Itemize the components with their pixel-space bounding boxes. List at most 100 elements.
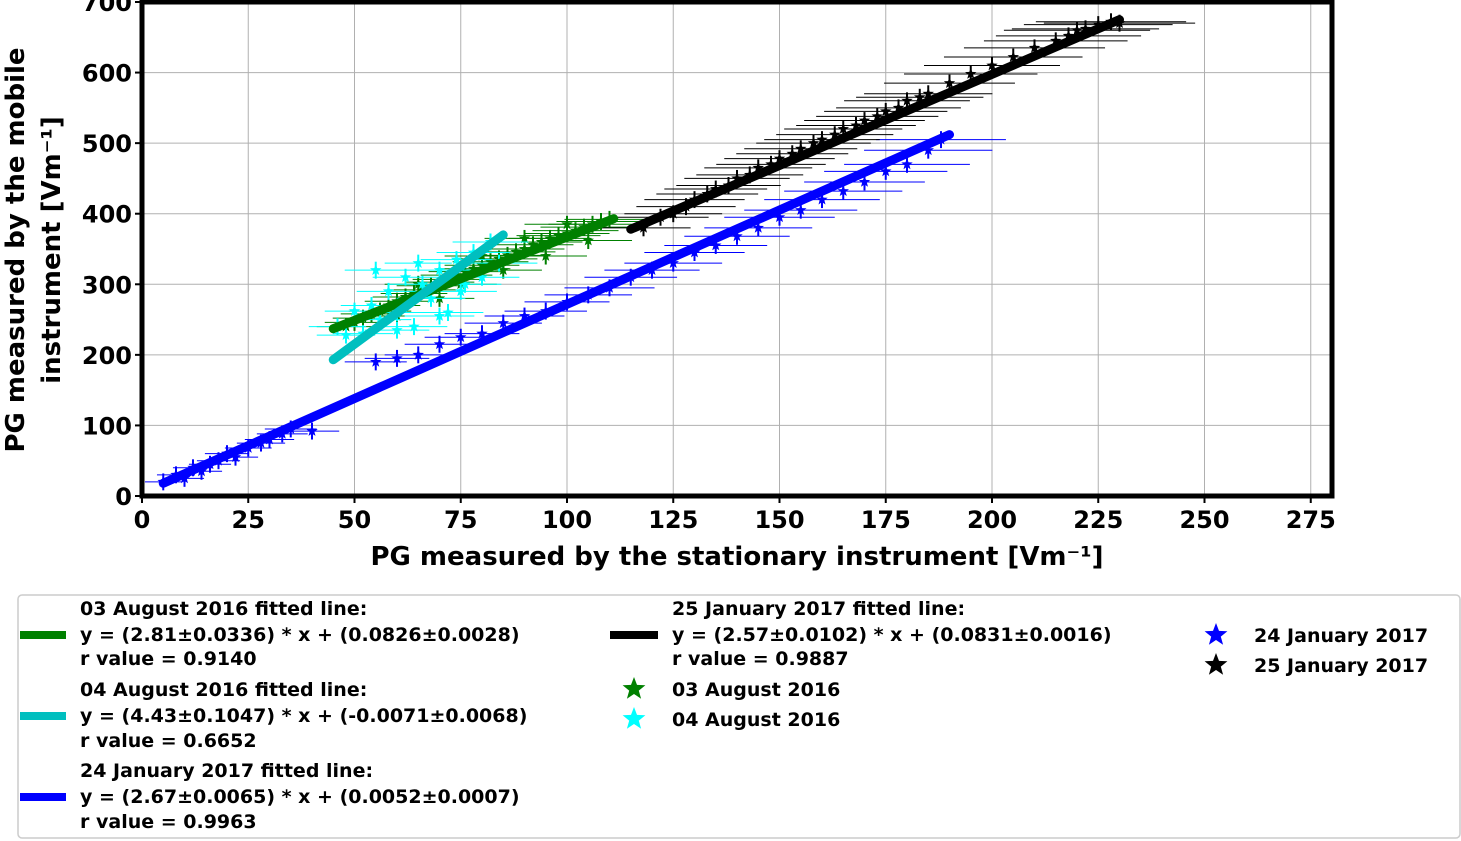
data-point: [807, 137, 820, 148]
data-point: [229, 451, 242, 462]
x-tick-label: 250: [1179, 506, 1229, 534]
data-point: [858, 114, 871, 126]
data-point: [850, 119, 862, 131]
y-tick-label: 300: [82, 271, 132, 299]
data-point: [773, 211, 786, 223]
data-point: [1028, 41, 1041, 53]
legend-star-icon-03aug: [622, 677, 646, 699]
data-point: [467, 262, 480, 274]
data-point: [370, 355, 382, 367]
data-point: [459, 278, 471, 290]
data-point: [1062, 29, 1075, 41]
data-point: [922, 144, 934, 156]
data-point: [1007, 51, 1019, 62]
data-point: [306, 425, 318, 436]
data-point: [382, 285, 395, 297]
data-point: [544, 232, 556, 244]
legend-series-24jan: 24 January 2017: [1254, 625, 1428, 647]
y-tick-label: 400: [82, 201, 132, 229]
data-point: [880, 105, 892, 117]
data-point: [374, 313, 386, 325]
star-icon: [622, 707, 646, 729]
legend-03aug-eq: y = (2.81±0.0336) * x + (0.0826±0.0028): [80, 624, 520, 646]
legend-25jan-r: r value = 0.9887: [672, 648, 849, 670]
legend-25jan-title: 25 January 2017 fitted line:: [672, 598, 965, 620]
chart-marks: [144, 13, 1196, 491]
data-point: [433, 338, 446, 350]
y-axis-label-line1: PG measured by the mobile: [1, 47, 31, 452]
legend-24jan-r: r value = 0.9963: [80, 811, 257, 833]
data-point: [829, 128, 841, 140]
x-tick-label: 25: [232, 506, 265, 534]
legend-series-04aug: 04 August 2016: [672, 709, 840, 731]
data-point: [391, 324, 403, 335]
data-point: [667, 257, 679, 268]
data-point: [518, 310, 531, 321]
data-point: [1050, 34, 1062, 46]
x-axis-label: PG measured by the stationary instrument…: [370, 542, 1103, 572]
data-point: [425, 292, 437, 304]
data-point: [535, 235, 548, 247]
data-point: [455, 331, 467, 343]
legend-series-25jan: 25 January 2017: [1254, 655, 1428, 677]
x-tick-label: 150: [754, 506, 804, 534]
data-point: [433, 292, 446, 304]
legend-series-03aug: 03 August 2016: [672, 679, 840, 701]
y-tick-label: 0: [115, 483, 132, 511]
data-point: [412, 348, 424, 360]
y-axis-label-line2: instrument [Vm⁻¹]: [37, 116, 67, 383]
legend-star-icon-04aug: [622, 707, 646, 729]
data-point: [901, 158, 913, 170]
data-point: [795, 142, 807, 154]
series-3: [596, 13, 1196, 237]
data-point: [901, 94, 913, 106]
data-point: [412, 278, 424, 290]
data-point: [795, 204, 807, 215]
data-point: [914, 91, 926, 103]
y-tick-label: 700: [82, 0, 132, 17]
x-tick-label: 175: [861, 506, 911, 534]
fitted-line-2: [158, 130, 954, 488]
y-tick-label: 100: [82, 412, 132, 440]
y-tick-label: 200: [82, 342, 132, 370]
data-point: [518, 243, 531, 254]
legend-03aug-r: r value = 0.9140: [80, 648, 257, 670]
fitted-line-1: [328, 230, 508, 365]
data-point: [476, 271, 488, 283]
data-point: [582, 234, 594, 246]
grid: [141, 1, 1332, 497]
legend-24jan-eq: y = (2.67±0.0065) * x + (0.0052±0.0007): [80, 786, 520, 808]
data-point: [786, 147, 798, 159]
data-point: [450, 253, 463, 265]
data-point: [858, 176, 871, 187]
data-point: [476, 259, 488, 271]
data-point: [527, 238, 539, 250]
data-point: [501, 249, 514, 261]
legend-box: [17, 594, 1461, 839]
data-point: [752, 161, 764, 173]
plot-frame: [139, 0, 1335, 499]
legend-03aug-title: 03 August 2016 fitted line:: [80, 598, 367, 620]
x-tick-label: 0: [134, 506, 151, 534]
data-point: [340, 329, 352, 340]
data-point: [765, 158, 777, 170]
data-point: [965, 68, 977, 79]
data-point: [710, 239, 722, 251]
data-point: [892, 101, 905, 113]
data-point: [731, 172, 743, 184]
legend: 03 August 2016 fitted line: y = (2.81±0.…: [17, 594, 1461, 839]
star-icon: [622, 677, 646, 699]
data-point: [1071, 24, 1083, 36]
fitted-line-3: [626, 15, 1124, 234]
data-point: [986, 59, 998, 71]
star-icon: [1204, 653, 1228, 675]
x-tick-label: 275: [1286, 506, 1336, 534]
data-point: [561, 218, 573, 230]
x-tick-label: 200: [967, 506, 1017, 534]
data-point: [399, 271, 412, 283]
data-point: [880, 165, 892, 177]
legend-04aug-title: 04 August 2016 fitted line:: [80, 679, 367, 701]
data-point: [412, 257, 424, 268]
data-point: [370, 264, 382, 275]
